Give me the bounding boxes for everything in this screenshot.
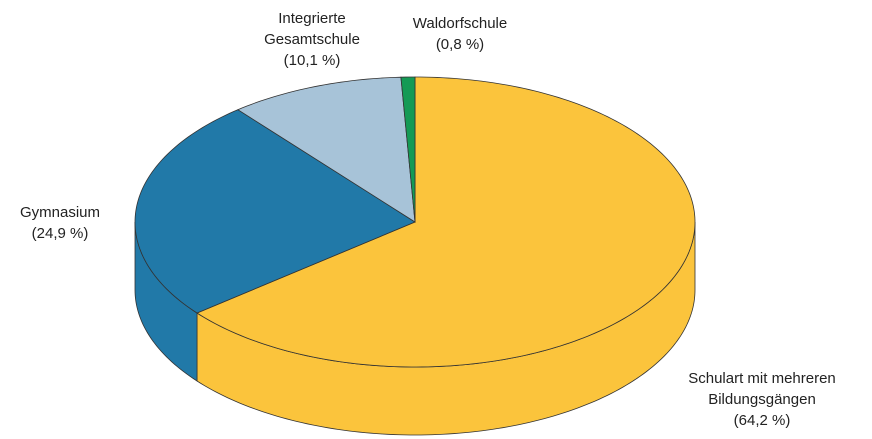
value-label: (0,8 %) bbox=[435, 36, 485, 53]
value-label: (24,9 %) bbox=[31, 225, 89, 242]
value-label: (64,2 %) bbox=[733, 412, 791, 429]
slice-label: Gymnasium (24,9 %) bbox=[0, 202, 120, 244]
pie-slice bbox=[400, 76, 416, 223]
slice-label: Schulart mit mehreren Bildungsgängen (64,… bbox=[672, 368, 852, 431]
category-label: Waldorfschule bbox=[412, 15, 508, 32]
category-label: Schulart mit mehreren Bildungsgängen bbox=[688, 370, 836, 408]
slice-label: Waldorfschule (0,8 %) bbox=[400, 13, 520, 55]
category-label: Integrierte Gesamtschule bbox=[264, 10, 360, 48]
slice-label: Integrierte Gesamtschule (10,1 %) bbox=[257, 8, 367, 71]
category-label: Gymnasium bbox=[19, 204, 101, 221]
pie-slice bbox=[134, 109, 416, 314]
pie-slice bbox=[237, 76, 416, 223]
pie-slice bbox=[196, 76, 696, 368]
value-label: (10,1 %) bbox=[283, 52, 341, 69]
